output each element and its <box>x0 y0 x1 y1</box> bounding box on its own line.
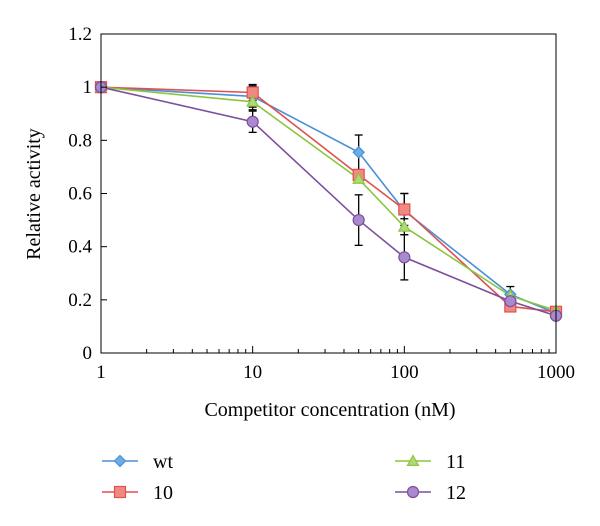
x-axis-label: Competitor concentration (nM) <box>204 399 455 421</box>
series-line-wt <box>100 86 557 314</box>
y-tick-label: 0.6 <box>68 184 92 205</box>
legend-label-12: 12 <box>446 482 466 504</box>
legend-marker-11 <box>406 454 420 466</box>
data-point-11 <box>397 219 411 232</box>
legend-marker-12 <box>406 485 420 499</box>
y-tick-label: 1 <box>83 77 93 98</box>
legend: wt 10 11 12 <box>102 451 466 504</box>
series-line-10 <box>100 86 557 313</box>
data-point-12 <box>352 213 365 227</box>
data-point-11 <box>246 95 260 107</box>
legend-label-wt: wt <box>153 451 173 473</box>
legend-label-10: 10 <box>153 482 173 504</box>
x-tick-label: 1000 <box>537 362 575 383</box>
data-point-12 <box>246 115 259 128</box>
plot-frame <box>100 33 557 354</box>
plot-area <box>94 80 563 322</box>
legend-label-11: 11 <box>446 451 465 473</box>
data-point-11 <box>352 172 366 184</box>
y-tick-label: 1.2 <box>68 24 92 45</box>
x-tick-label: 1 <box>96 362 106 383</box>
data-point-10 <box>398 203 411 216</box>
x-tick-label: 100 <box>390 362 419 383</box>
legend-marker-wt <box>113 454 127 468</box>
y-tick-label: 0 <box>83 343 93 364</box>
data-point-wt <box>352 145 366 159</box>
x-tick-label: 10 <box>243 362 262 383</box>
legend-marker-10 <box>113 485 127 499</box>
series-line-11 <box>100 86 557 312</box>
y-tick-label: 0.2 <box>68 290 92 311</box>
data-point-12 <box>398 251 411 264</box>
y-tick-label: 0.8 <box>68 130 92 151</box>
series-line-12 <box>100 86 557 317</box>
y-tick-label: 0.4 <box>68 237 92 258</box>
y-axis-label: Relative activity <box>23 128 45 260</box>
axes: 0 0.2 0.4 0.6 0.8 1 1.2 1 10 100 1000 <box>68 24 575 383</box>
data-point-12 <box>504 295 517 308</box>
